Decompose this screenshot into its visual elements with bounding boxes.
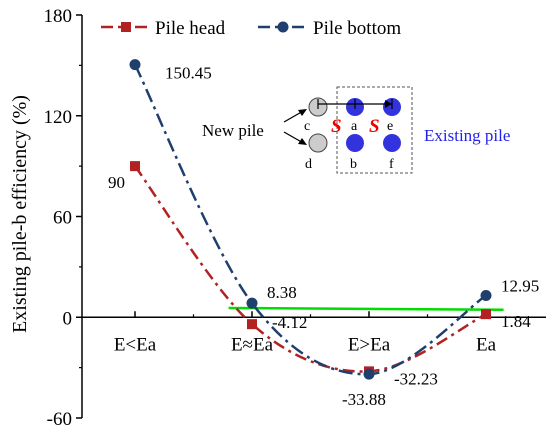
existing-pile-label: Existing pile [424,126,510,145]
existing-pile-b [346,134,364,152]
existing-pile-group-box [336,86,413,174]
y-axis-label: Existing pile-b efficiency (%) [9,95,31,333]
series-line-0 [133,165,487,373]
series-layer [129,59,492,380]
data-point-1-0 [129,59,141,71]
data-label: 12.95 [501,277,539,296]
legend: Pile head Pile bottom [101,18,401,39]
existing-pile-f [383,134,401,152]
new-pile-d [308,133,328,153]
x-tick-label: E<Ea [114,334,157,355]
new-pile-pointer-up-head [298,109,307,116]
pile-label-a: a [351,119,358,134]
data-point-0-3 [481,309,491,320]
spacing-arrowhead [385,100,392,108]
reference-line-layer [228,306,504,311]
legend-marker-pile-head [121,22,131,32]
data-label: -33.88 [342,390,386,409]
spacing-label-2: S [369,116,380,137]
y-tick-label: 0 [63,308,73,329]
data-label: 8.38 [267,283,297,302]
spacing-label-1: S [331,116,342,137]
pile-label-c: c [304,119,310,134]
legend-marker-pile-bottom [277,21,289,33]
data-point-0-1 [247,319,257,330]
pile-label-b: b [350,157,357,172]
data-label: 1.84 [501,312,531,331]
data-point-1-3 [480,290,492,302]
data-point-0-0 [130,161,140,172]
y-tick-label: -60 [47,409,72,430]
new-pile-pointer-down-head [298,138,307,145]
series-line-1 [133,64,487,376]
pile-label-d: d [305,157,312,172]
pile-layout-inset: S S c d a e b f New pile Existing pile [202,86,510,174]
y-tick-label: 60 [53,208,72,229]
x-tick-label: E≈Ea [231,334,274,355]
data-label: 150.45 [165,64,212,83]
data-label: -4.12 [272,313,307,332]
pile-label-e: e [387,119,393,134]
x-tick-label: Ea [476,334,497,355]
y-tick-label: 180 [44,6,73,27]
data-point-1-2 [363,368,375,380]
new-pile-label: New pile [202,121,264,140]
y-tick-label: 120 [44,107,73,128]
data-point-1-1 [246,297,258,309]
x-tick-label: E>Ea [348,334,391,355]
reference-line [228,306,504,311]
data-label-layer: 90 -4.12 -32.23 1.84 150.45 8.38 -33.88 12.95 [108,64,539,410]
pile-label-f: f [389,157,394,172]
data-label: 90 [108,173,125,192]
legend-label-pile-bottom: Pile bottom [313,18,401,39]
plot-area: -60 0 60 120 180 E<Ea E≈Ea E>Ea Ea [44,6,546,430]
legend-label-pile-head: Pile head [155,18,226,39]
data-label: -32.23 [394,369,438,388]
